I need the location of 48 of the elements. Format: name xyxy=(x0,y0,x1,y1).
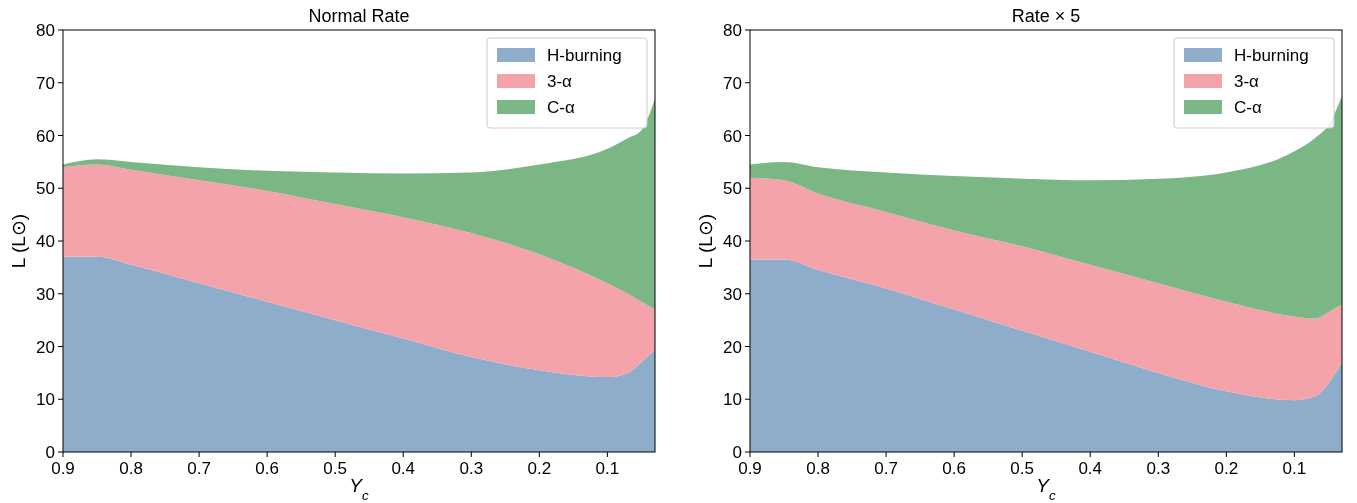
y-tick-label: 0 xyxy=(732,443,742,462)
x-tick-label: 0.5 xyxy=(1010,459,1034,478)
y-axis-title: L (L⊙) xyxy=(695,213,716,269)
legend-label: 3-α xyxy=(547,72,573,91)
x-tick-label: 0.2 xyxy=(1214,459,1239,478)
legend-label: H-burning xyxy=(1234,46,1309,65)
legend-label: C-α xyxy=(547,98,575,117)
y-tick-label: 60 xyxy=(36,126,55,146)
y-tick-label: 50 xyxy=(36,179,55,199)
y-tick-label: 70 xyxy=(723,73,742,93)
y-tick-label: 20 xyxy=(723,337,742,357)
y-axis-title: L (L⊙) xyxy=(8,213,29,269)
y-tick-label: 70 xyxy=(36,73,55,93)
y-tick-label: 10 xyxy=(723,390,742,410)
y-tick-label: 10 xyxy=(36,390,55,410)
x-tick-label: 0.1 xyxy=(595,459,620,478)
y-tick-label: 0 xyxy=(45,443,55,462)
y-tick-label: 40 xyxy=(36,232,55,251)
x-tick-label: 0.5 xyxy=(323,459,347,478)
y-tick-label: 30 xyxy=(723,284,742,304)
x-tick-label: 0.9 xyxy=(51,459,75,478)
x-tick-label: 0.2 xyxy=(527,459,552,478)
y-tick-label: 60 xyxy=(723,126,742,146)
x-tick-label: 0.6 xyxy=(255,459,279,478)
x-tick-label: 0.4 xyxy=(1078,459,1103,478)
y-tick-label: 80 xyxy=(36,21,55,40)
y-tick-label: 50 xyxy=(723,179,742,199)
legend-label: 3-α xyxy=(1234,72,1260,91)
x-tick-label: 0.7 xyxy=(187,459,211,478)
x-tick-label: 0.7 xyxy=(874,459,898,478)
x-tick-label: 0.3 xyxy=(1146,459,1171,478)
legend-label: H-burning xyxy=(547,46,622,65)
x-axis-title: Y$_{c}$ xyxy=(349,475,370,503)
x-tick-label: 0.8 xyxy=(119,459,143,478)
x-tick-label: 0.1 xyxy=(1282,459,1307,478)
y-tick-label: 80 xyxy=(723,21,742,40)
x-tick-label: 0.4 xyxy=(391,459,416,478)
chart-title: Normal Rate xyxy=(308,6,410,26)
x-tick-label: 0.6 xyxy=(942,459,966,478)
chart-title: Rate × 5 xyxy=(1011,6,1081,26)
x-tick-label: 0.3 xyxy=(459,459,484,478)
x-tick-label: 0.9 xyxy=(738,459,762,478)
x-axis-title: Y$_{c}$ xyxy=(1036,475,1057,503)
y-tick-label: 40 xyxy=(723,232,742,251)
legend-label: C-α xyxy=(1234,98,1262,117)
y-tick-label: 20 xyxy=(36,337,55,357)
y-tick-label: 30 xyxy=(36,284,55,304)
x-tick-label: 0.8 xyxy=(806,459,830,478)
